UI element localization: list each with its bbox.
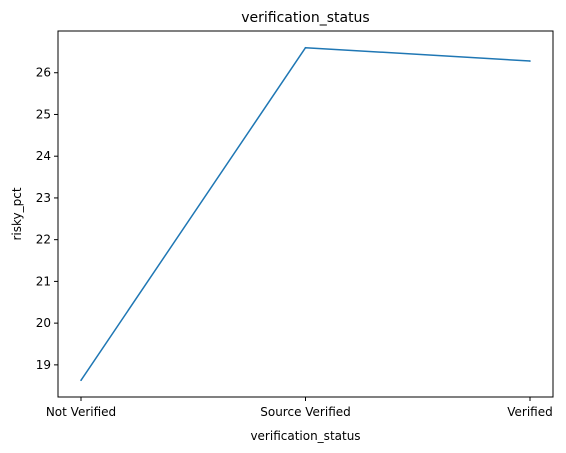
y-tick-label: 22: [36, 233, 51, 247]
plot-frame: [57, 30, 554, 398]
y-axis-label: risky_pct: [10, 187, 24, 240]
chart-title: verification_status: [241, 10, 369, 26]
y-tick-label: 23: [36, 191, 51, 205]
y-tick-label: 21: [36, 274, 51, 288]
data-point: [529, 60, 531, 62]
series-line: [80, 46, 531, 381]
data-point: [80, 379, 82, 382]
x-tick-label: Source Verified: [260, 405, 351, 419]
y-tick-label: 25: [36, 107, 51, 121]
x-axis-label: verification_status: [250, 429, 360, 443]
y-tick-label: 26: [36, 66, 51, 80]
x-tick-label: Verified: [507, 405, 553, 419]
x-axis: Not Verified Source Verified Verified: [46, 397, 553, 419]
y-tick-label: 24: [36, 149, 51, 163]
y-axis: 19 20 21 22 23 24 25 26: [36, 66, 58, 372]
x-tick-label: Not Verified: [46, 405, 116, 419]
data-point: [304, 46, 307, 49]
y-tick-label: 19: [36, 358, 51, 372]
y-tick-label: 20: [36, 316, 51, 330]
